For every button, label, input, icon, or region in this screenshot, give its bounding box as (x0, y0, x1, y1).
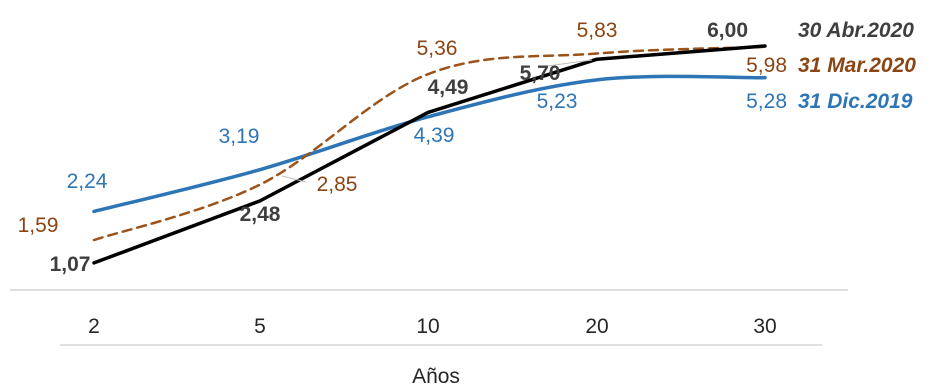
x-tick-label: 30 (753, 315, 776, 338)
data-label: 5,70 (520, 62, 561, 85)
x-tick-label: 10 (416, 315, 439, 338)
data-label: 1,07 (50, 253, 91, 276)
x-tick-label: 2 (88, 315, 100, 338)
data-label: 2,24 (67, 170, 108, 193)
legend-label: 31 Dic.2019 (798, 90, 913, 113)
data-labels: 1,07 2,48 4,49 5,70 6,00 1,59 2,85 5,36 5,83 5,98… (18, 19, 787, 276)
data-label: 2,48 (240, 203, 281, 226)
series-line (92, 45, 767, 242)
data-label: 3,19 (219, 125, 260, 148)
data-label: 5,23 (537, 90, 578, 113)
leader-line (539, 59, 593, 68)
legend-label: 31 Mar.2020 (798, 54, 916, 77)
data-label: 4,39 (414, 124, 455, 147)
series-line (92, 74, 767, 214)
label-leader-lines (281, 59, 593, 183)
legend-label: 30 Abr.2020 (798, 19, 914, 42)
data-label: 4,49 (428, 76, 469, 99)
leader-line (281, 175, 307, 183)
x-tick-labels: 2 5 10 20 30 (88, 315, 777, 338)
data-label: 1,59 (18, 214, 59, 237)
x-tick-label: 20 (585, 315, 608, 338)
series-legend: 30 Abr.2020 31 Mar.2020 31 Dic.2019 (798, 19, 916, 113)
data-label: 6,00 (707, 19, 748, 42)
x-tick-label: 5 (254, 315, 266, 338)
data-label: 5,83 (577, 19, 618, 42)
data-label: 5,28 (746, 90, 787, 113)
series-line (92, 44, 767, 265)
data-label: 2,85 (317, 173, 358, 196)
data-label: 5,36 (417, 37, 458, 60)
x-axis-title: Años (412, 365, 460, 385)
series-lines (92, 44, 767, 265)
data-label: 5,98 (746, 54, 787, 77)
